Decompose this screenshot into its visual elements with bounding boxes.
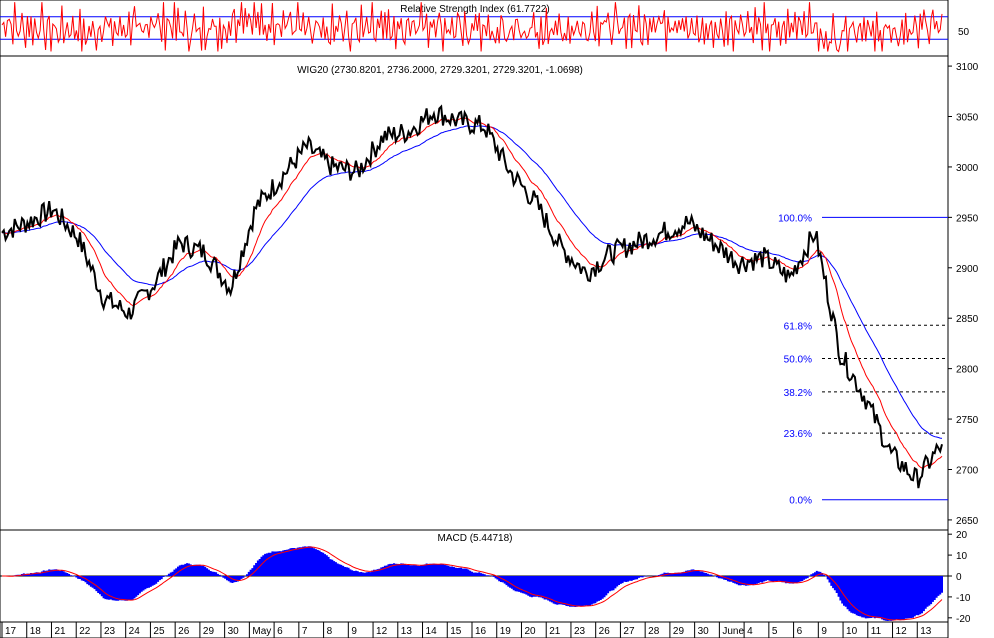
x-tick-label: 10 [846,626,858,637]
fib-level-label: 23.6% [784,429,812,440]
x-tick-label: 16 [475,626,487,637]
x-tick-label: 13 [920,626,932,637]
macd-signal-line [2,546,943,621]
price-y-tick-label: 2900 [956,264,979,275]
price-title: WIG20 (2730.8201, 2736.2000, 2729.3201, … [297,65,583,76]
price-y-tick-label: 2700 [956,465,979,476]
x-tick-label: 25 [153,626,165,637]
x-tick-label: 17 [5,626,17,637]
price-y-tick-label: 2750 [956,415,979,426]
x-tick-label: 7 [302,626,308,637]
fib-level-label: 0.0% [789,496,812,507]
x-tick-label: 29 [203,626,215,637]
fib-level-label: 61.8% [784,321,812,332]
x-tick-label: 24 [129,626,141,637]
x-tick-label: 30 [228,626,240,637]
price-y-tick-label: 2800 [956,365,979,376]
fib-level-label: 50.0% [784,355,812,366]
x-tick-label: 27 [623,626,635,637]
x-tick-label: 11 [871,626,882,637]
x-tick-label: 23 [574,626,586,637]
x-tick-label: 22 [79,626,91,637]
x-tick-label: 8 [327,626,333,637]
rsi-line [1,2,943,53]
x-tick-label: 20 [524,626,536,637]
macd-y-tick-label: -10 [956,593,971,604]
fib-level-label: 38.2% [784,388,812,399]
price-y-tick-label: 2950 [956,213,979,224]
x-tick-label: 12 [896,626,908,637]
price-line [1,104,943,489]
x-tick-label: 6 [277,626,283,637]
x-tick-label: 13 [401,626,413,637]
x-tick-label: 19 [500,626,512,637]
x-tick-label: 6 [797,626,803,637]
x-tick-label: 28 [648,626,660,637]
x-tick-label: 21 [549,626,561,637]
x-tick-label: June [722,626,744,637]
x-tick-label: 12 [376,626,388,637]
x-tick-label: 15 [450,626,462,637]
price-y-tick-label: 3050 [956,113,979,124]
ma-fast-line [1,117,943,469]
price-y-tick-label: 2850 [956,314,979,325]
macd-y-tick-label: 20 [956,530,968,541]
macd-title: MACD (5.44718) [437,533,512,544]
x-axis-strip [0,621,949,638]
fib-level-label: 100.0% [778,213,812,224]
rsi-title: Relative Strength Index (61.7722) [400,4,550,15]
x-tick-label: 21 [54,626,66,637]
x-tick-label: 26 [599,626,611,637]
macd-histogram [2,546,943,621]
x-tick-label: 9 [821,626,827,637]
price-y-tick-label: 3100 [956,62,979,73]
price-y-tick-label: 3000 [956,163,979,174]
x-tick-label: 4 [747,626,753,637]
x-tick-label: 23 [104,626,116,637]
macd-y-tick-label: -20 [956,614,971,625]
x-tick-label: 5 [772,626,778,637]
rsi-tick-label: 50 [958,27,970,38]
price-y-tick-label: 2650 [956,516,979,527]
x-tick-label: 26 [178,626,190,637]
x-tick-label: 9 [351,626,357,637]
x-tick-label: May [252,626,271,637]
x-tick-label: 29 [673,626,685,637]
macd-y-tick-label: 10 [956,551,968,562]
x-tick-label: 18 [30,626,42,637]
ma-slow-line [1,125,943,439]
x-tick-label: 14 [426,626,438,637]
macd-y-tick-label: 0 [956,572,962,583]
x-tick-label: 30 [698,626,710,637]
